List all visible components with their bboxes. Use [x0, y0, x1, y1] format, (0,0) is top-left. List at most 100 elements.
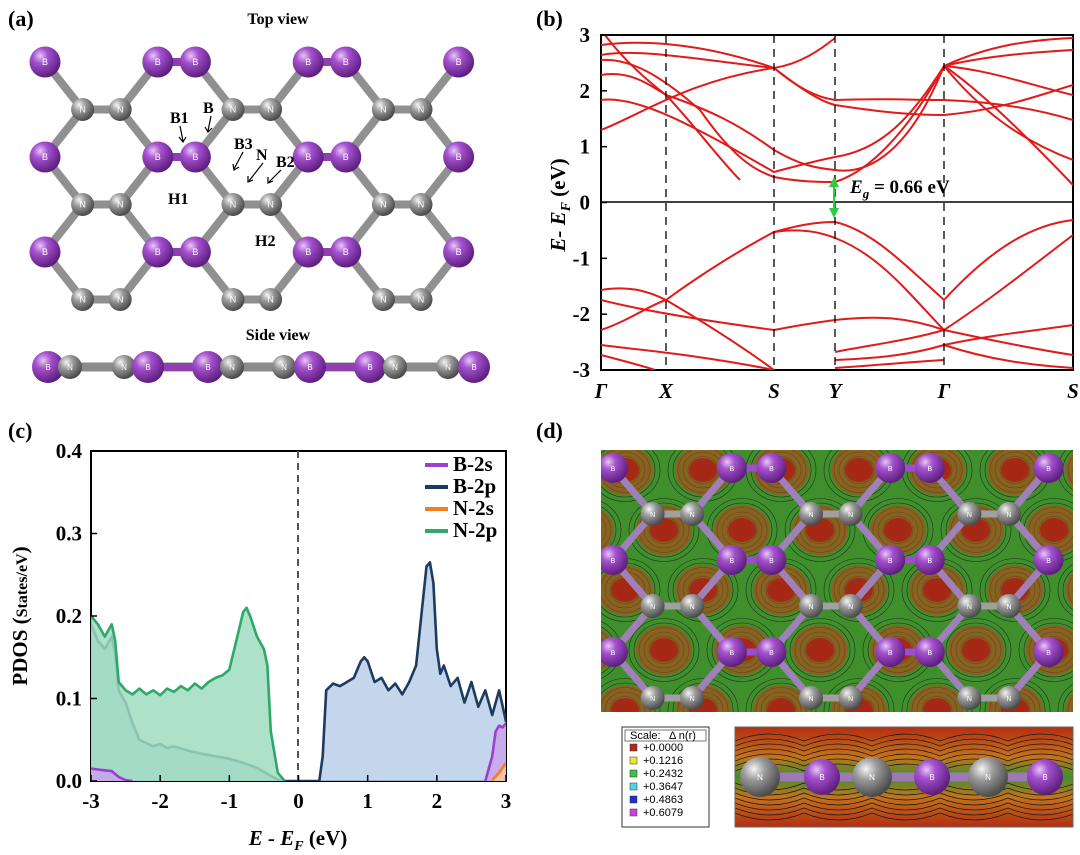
- density-contour: [1023, 622, 1073, 678]
- boron-atom: [914, 545, 945, 575]
- nitrogen-atom: [957, 686, 982, 710]
- atom-label: B: [729, 650, 734, 657]
- band-y-axis-label: E- EF (eV): [546, 158, 574, 252]
- nitrogen-atom: [108, 193, 132, 216]
- band-line: [773, 219, 1073, 302]
- density-peak: [611, 698, 639, 712]
- density-contour: [984, 682, 1046, 712]
- atom-label: N: [650, 512, 655, 519]
- atom-label: B: [343, 57, 349, 67]
- atom-label: N: [418, 105, 425, 115]
- density-contour: [527, 572, 567, 608]
- band-line: [601, 229, 945, 331]
- nitrogen-atom: [371, 193, 395, 216]
- pdos-series: [91, 561, 506, 781]
- side-contour: [735, 738, 1073, 747]
- atom-label: B: [1046, 558, 1051, 565]
- boron-atom: [914, 759, 950, 795]
- atom-label: B: [456, 57, 462, 67]
- density-contour: [1072, 466, 1073, 474]
- boron-atom: [601, 453, 628, 483]
- atom-label: N: [392, 363, 398, 372]
- boron-atom: [132, 351, 164, 383]
- density-contour: [784, 498, 856, 562]
- density-contour: [576, 521, 596, 539]
- nitrogen-atom: [968, 757, 1008, 797]
- scale-swatch: [629, 769, 638, 778]
- scale-value: +0.1216: [643, 755, 683, 767]
- density-core: [1065, 452, 1073, 488]
- scale-value: +0.2432: [643, 768, 683, 780]
- density-contour: [1018, 618, 1073, 682]
- atom-label: B: [471, 363, 476, 372]
- side-contour: [735, 763, 1073, 772]
- band-y-tick: 1: [580, 135, 591, 159]
- legend-label: N-2s: [453, 496, 494, 520]
- density-contour: [979, 678, 1051, 712]
- atom-label: B: [611, 650, 616, 657]
- atom-label: B: [155, 247, 161, 257]
- band-y-ticks: 3 2 1 0 -1 -2 -3: [573, 23, 607, 382]
- nitrogen-atom: [409, 193, 433, 216]
- nitrogen-atom: [112, 355, 136, 379]
- k-label: S: [1067, 379, 1079, 403]
- side-contour: [735, 812, 1073, 821]
- k-label: Γ: [937, 379, 951, 403]
- boron-atom: [1033, 453, 1064, 483]
- density-contour: [601, 501, 622, 559]
- band-line: [943, 65, 1073, 161]
- boron-atom: [804, 759, 840, 795]
- boron-atom: [914, 637, 945, 667]
- pdos-x-tick: 0: [293, 789, 304, 813]
- nitrogen-atom: [383, 355, 407, 379]
- band-gap-indicator: Eg = 0.66 eV: [829, 177, 950, 218]
- atom-label: B: [888, 466, 893, 473]
- pdos-y-ticks: 0.0 0.1 0.2 0.3 0.4: [56, 439, 97, 793]
- density-contour: [633, 622, 695, 678]
- atom-label: N: [229, 363, 235, 372]
- atom-label: B: [456, 152, 462, 162]
- atom-label: B: [769, 466, 774, 473]
- annotation-arrows: [178, 115, 282, 184]
- atom-label: N: [757, 773, 763, 782]
- panel-d-label: (d): [536, 418, 563, 443]
- atom-label: B: [769, 650, 774, 657]
- atom-label: B: [205, 363, 210, 372]
- band-y-tick: 2: [580, 79, 591, 103]
- side-contour: [735, 758, 1073, 767]
- atom-label: B: [611, 466, 616, 473]
- nitrogen-atom: [799, 686, 823, 710]
- atom-label: N: [380, 200, 387, 210]
- density-contour: [601, 517, 607, 543]
- top-view-title: Top view: [247, 11, 309, 28]
- nitrogen-atom: [436, 355, 460, 379]
- nitrogen-atom: [838, 502, 863, 526]
- band-line: [943, 65, 1073, 186]
- nitrogen-atom: [259, 288, 283, 311]
- nitrogen-atom: [409, 98, 433, 121]
- panel-d-charge-density: (d) B B B B B B N N N N N N B B B B B B N N N N N N B B B B B B N N N N N N…: [527, 418, 1074, 828]
- scale-swatch: [629, 795, 638, 804]
- k-label: X: [658, 379, 674, 403]
- nitrogen-atom: [957, 502, 982, 526]
- band-line: [604, 35, 741, 181]
- pdos-y-tick: 0.1: [56, 687, 82, 711]
- density-peak: [923, 578, 951, 602]
- atom-label: B: [888, 558, 893, 565]
- pdos-area-n-2s: [492, 762, 506, 781]
- atom-label: B: [42, 57, 48, 67]
- atom-label: N: [869, 773, 875, 782]
- density-core: [1065, 572, 1073, 608]
- side-contour: [735, 782, 1073, 791]
- side-contour: [735, 807, 1073, 816]
- side-contour: [735, 787, 1073, 796]
- boron-atom: [716, 453, 747, 483]
- density-contour: [823, 558, 895, 622]
- scale-swatch: [629, 756, 638, 765]
- boron-atom: [601, 545, 628, 575]
- boron-atom: [142, 141, 174, 173]
- atom-label: N: [848, 604, 853, 611]
- pdos-y-axis-label: PDOS (States/eV): [8, 546, 32, 685]
- atom-label: N: [808, 512, 813, 519]
